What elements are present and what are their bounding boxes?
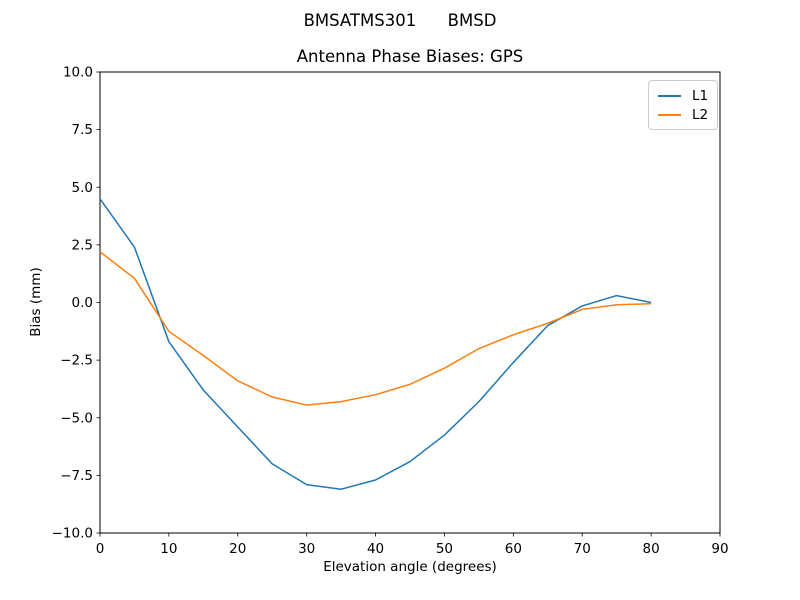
legend-entry-l1: L1 — [658, 87, 708, 104]
y-tick-label: −5.0 — [60, 410, 93, 426]
legend-label: L2 — [692, 106, 709, 123]
series-line-l1 — [99, 198, 652, 490]
axes-title: Antenna Phase Biases: GPS — [296, 47, 524, 66]
x-tick-label: 30 — [298, 541, 315, 557]
y-tick-label: 7.5 — [72, 122, 93, 138]
y-tick-label: −10.0 — [52, 526, 93, 542]
x-tick-label: 20 — [229, 541, 246, 557]
y-tick-label: −2.5 — [60, 353, 93, 369]
x-tick-label: 10 — [160, 541, 177, 557]
y-tick-label: 2.5 — [72, 237, 93, 253]
x-tick-label: 90 — [711, 541, 728, 557]
x-tick-label: 80 — [643, 541, 660, 557]
x-tick-label: 40 — [367, 541, 384, 557]
axes-spines — [99, 71, 721, 534]
legend-line-sample — [658, 113, 681, 116]
legend: L1 L2 — [648, 80, 719, 130]
legend-entry-l2: L2 — [658, 106, 708, 123]
y-axis-label: Bias (mm) — [28, 267, 44, 337]
x-tick-label: 70 — [574, 541, 591, 557]
x-tick-label: 0 — [96, 541, 105, 557]
y-tick-label: −7.5 — [60, 468, 93, 484]
y-tick-label: 10.0 — [63, 65, 93, 81]
x-tick-label: 60 — [505, 541, 522, 557]
y-tick-label: 0.0 — [72, 295, 93, 311]
x-axis-label: Elevation angle (degrees) — [323, 559, 497, 575]
figure-suptitle: BMSATMS301 BMSD — [303, 11, 497, 30]
series-line-l2 — [99, 251, 652, 406]
x-tick-label: 50 — [436, 541, 453, 557]
legend-line-sample — [658, 94, 681, 97]
y-tick-label: 5.0 — [72, 180, 93, 196]
legend-label: L1 — [692, 87, 709, 104]
